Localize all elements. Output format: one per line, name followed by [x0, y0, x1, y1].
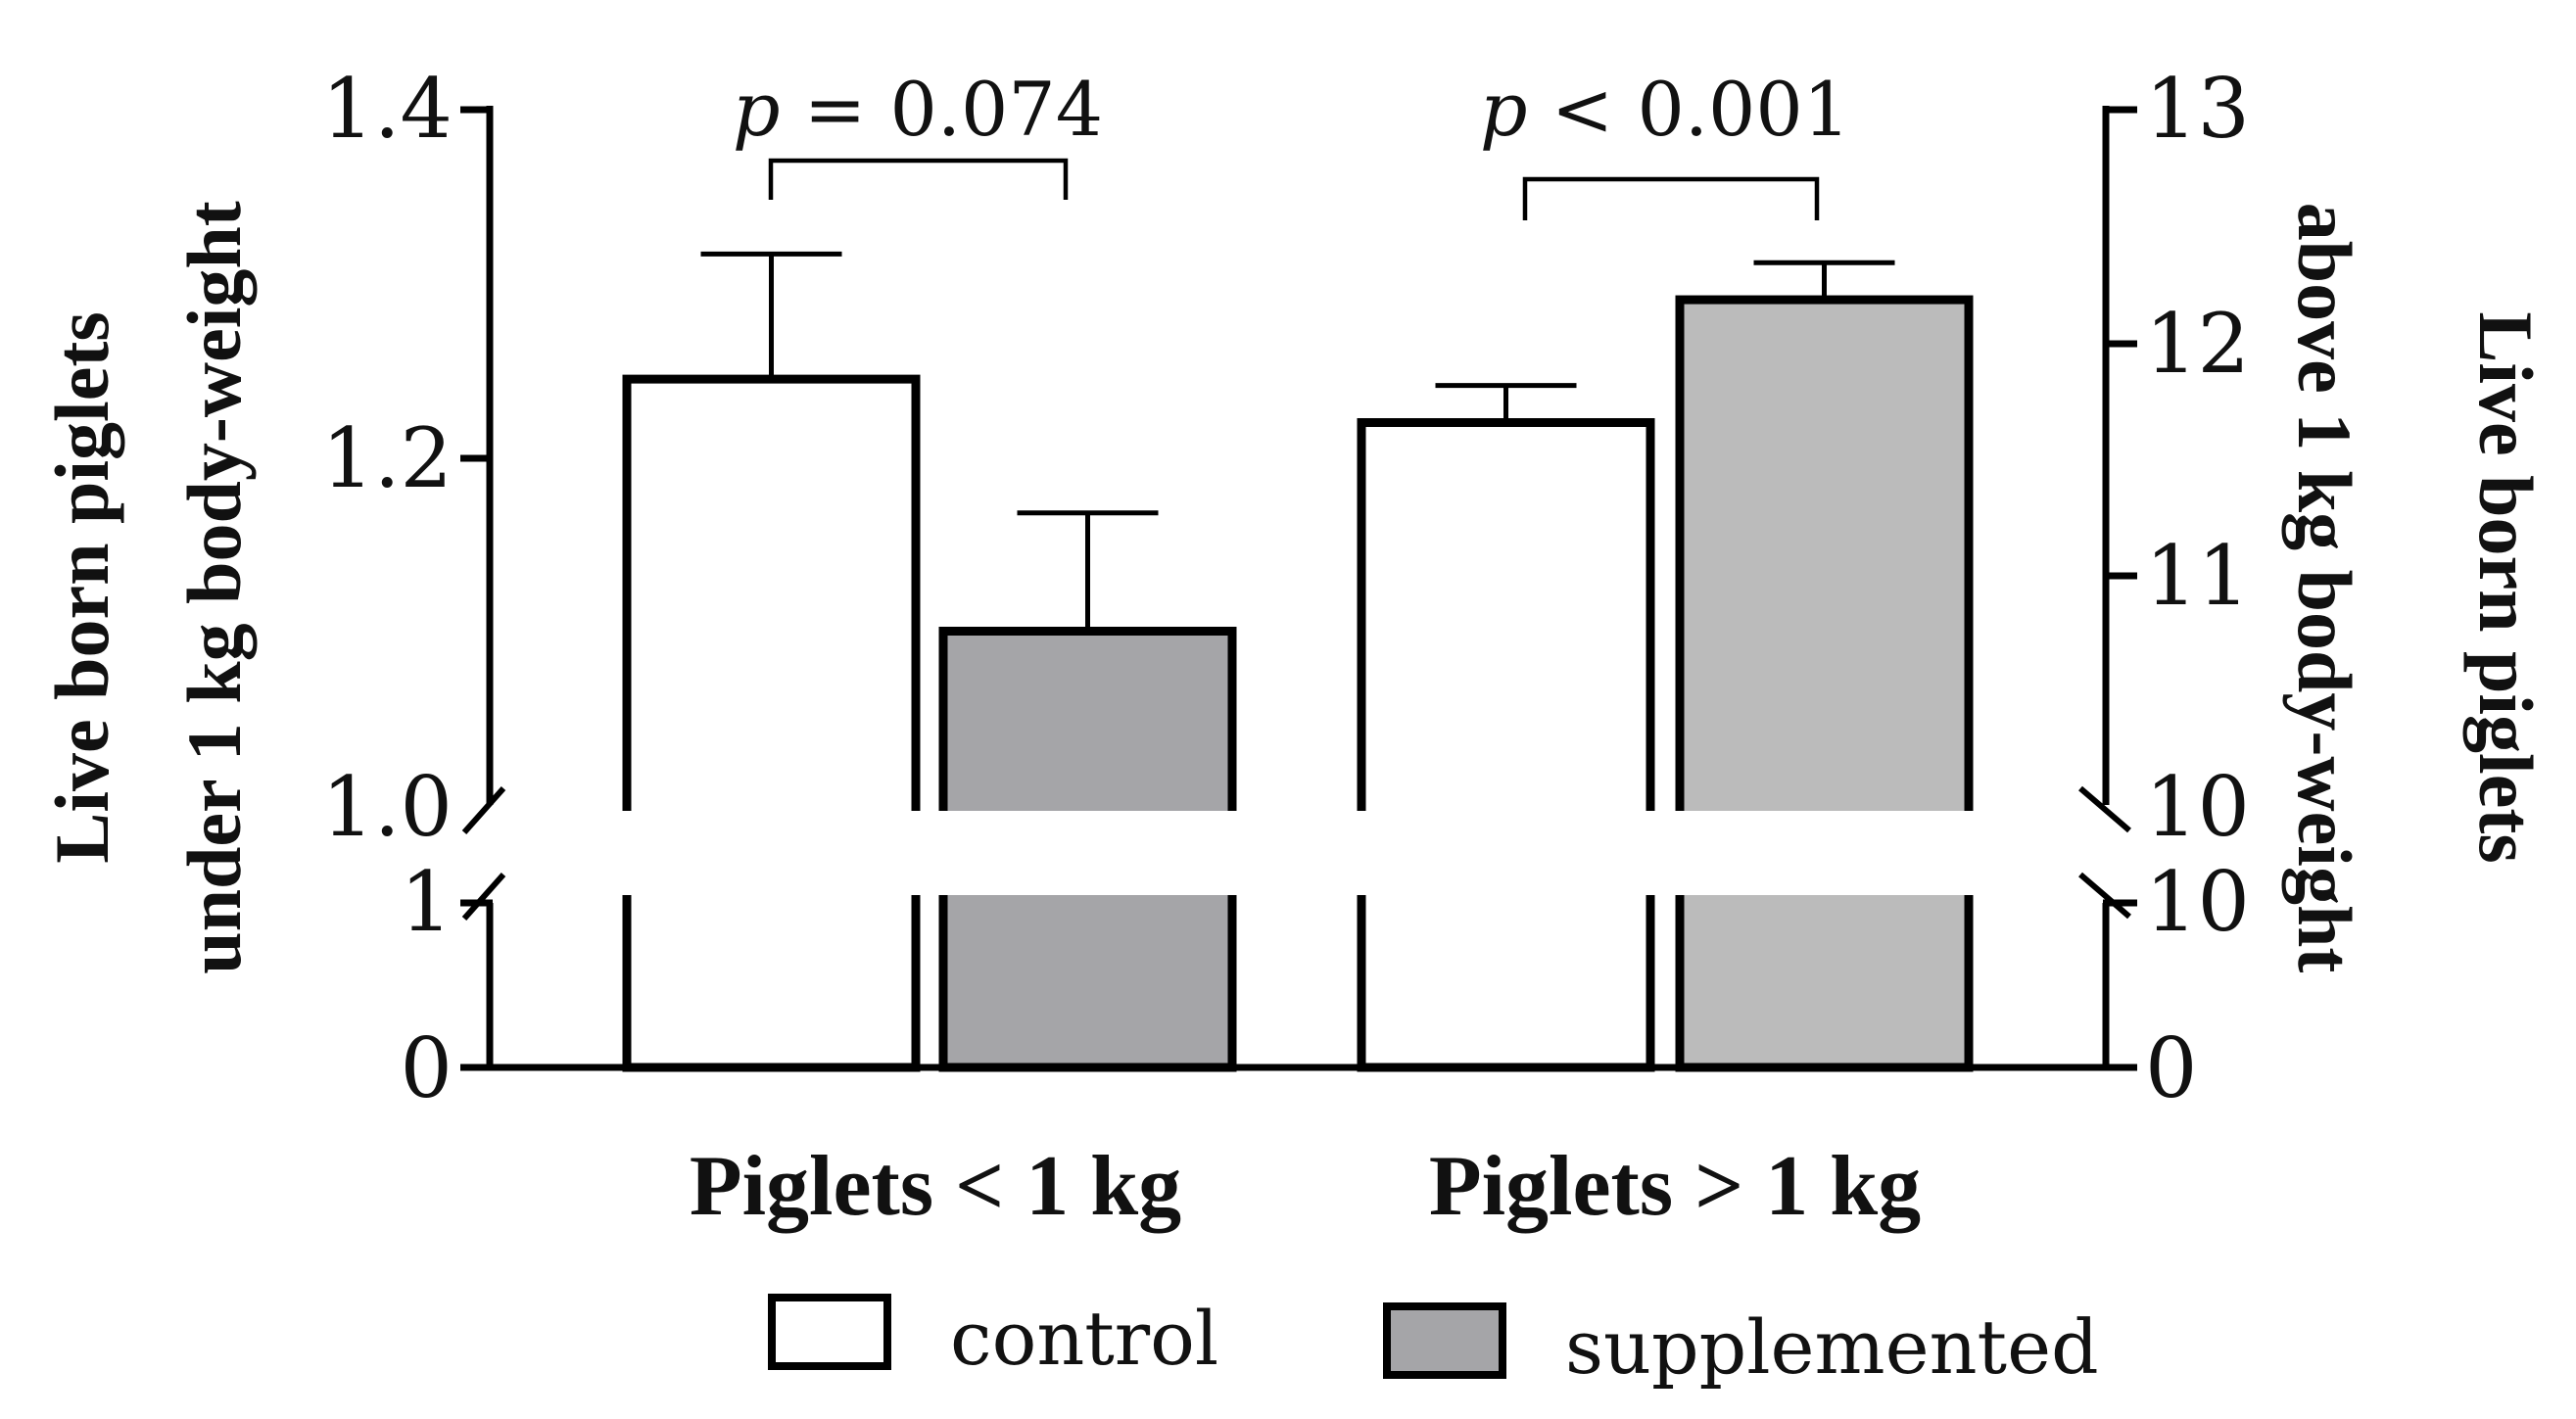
left-break-mark-upper: [461, 786, 506, 834]
p-value-under-1kg: p = 0.074: [733, 66, 1103, 153]
error-bar-control-under-1kg: [700, 251, 842, 380]
error-bar-control-above-1kg: [1435, 383, 1577, 423]
right-tick-label-13: 13: [2145, 61, 2250, 157]
right-tick-label-10-lower: 10: [2145, 854, 2250, 950]
p-value-above-1kg: p < 0.001: [1480, 66, 1850, 153]
legend-label-supplemented: supplemented: [1565, 1303, 2099, 1391]
category-label-above-1kg: Piglets > 1 kg: [1429, 1139, 1921, 1234]
legend: control supplemented: [768, 1294, 2099, 1391]
right-tick-label-11: 11: [2145, 528, 2250, 624]
bar-control-under-1kg: [622, 374, 921, 1072]
left-tick-label-1.2: 1.2: [321, 410, 453, 506]
significance-bracket-under-1kg: [768, 158, 1069, 200]
legend-label-control: control: [950, 1295, 1218, 1382]
error-bar-supplemented-under-1kg: [1017, 510, 1159, 632]
right-tick-label-12: 12: [2145, 296, 2250, 392]
bar-supplemented-above-1kg: [1675, 295, 1974, 1072]
significance-bracket-above-1kg: [1522, 176, 1820, 220]
legend-swatch-supplemented: [1383, 1302, 1506, 1379]
left-tick-label-0: 0: [401, 1020, 453, 1116]
left-tick-label-1.0: 1.0: [321, 759, 453, 855]
error-bar-supplemented-above-1kg: [1753, 260, 1895, 301]
right-tick-label-0: 0: [2145, 1020, 2197, 1116]
significance-annotations: p = 0.074 p < 0.001: [733, 66, 1850, 220]
left-tick-label-1: 1: [401, 854, 453, 950]
left-tick-label-1.4: 1.4: [321, 61, 453, 157]
right-axis-title-line1: Live born piglets: [2463, 311, 2549, 863]
category-label-under-1kg: Piglets < 1 kg: [690, 1139, 1181, 1234]
right-break-mark-lower: [2078, 872, 2131, 920]
right-axis-title-line2: above 1 kg body-weight: [2282, 203, 2367, 973]
left-break-mark-lower: [461, 873, 506, 921]
bars: [622, 251, 1974, 1072]
bar-control-above-1kg: [1357, 418, 1655, 1072]
right-axis: 13 12 11 10 10 0: [2078, 61, 2250, 1116]
legend-swatch-control: [768, 1294, 891, 1370]
right-tick-label-10-upper: 10: [2145, 759, 2250, 855]
left-axis-title-line1: Live born piglets: [39, 311, 124, 863]
axis-break-gap: [549, 811, 2057, 895]
right-break-mark-upper: [2078, 785, 2131, 833]
left-axis-title-line2: under 1 kg body-weight: [171, 201, 257, 974]
left-axis: 1.4 1.2 1.0 1 0: [321, 61, 506, 1116]
